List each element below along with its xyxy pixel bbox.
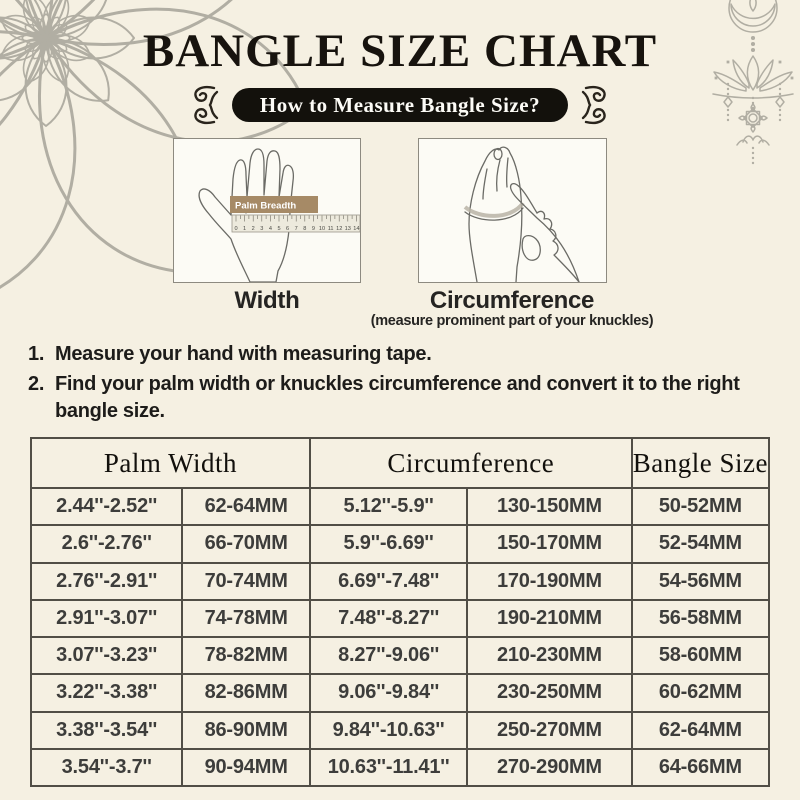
table-row: 2.76''-2.91'' 70-74MM 6.69''-7.48'' 170-190… xyxy=(29,561,771,601)
instruction-text: Find your palm width or knuckles circumf… xyxy=(55,373,740,422)
table-cell: 3.38''-3.54'' xyxy=(29,710,184,750)
table-header-row: Palm Width Circumference Bangle Size xyxy=(30,437,771,489)
table-row: 2.44''-2.52'' 62-64MM 5.12''-5.9'' 130-150M… xyxy=(29,486,771,527)
svg-text:8: 8 xyxy=(303,226,306,232)
table-cell: 190-210MM xyxy=(466,598,633,639)
table-cell: 2.91''-3.07'' xyxy=(29,598,184,639)
table-row: 2.6''-2.76'' 66-70MM 5.9''-6.69'' 150-170MM… xyxy=(29,524,771,564)
svg-text:11: 11 xyxy=(328,226,334,232)
svg-text:10: 10 xyxy=(319,226,325,232)
badge-how-to-measure: How to Measure Bangle Size? xyxy=(231,88,569,122)
header-palm-width: Palm Width xyxy=(30,437,311,489)
table-cell: 270-290MM xyxy=(466,747,633,788)
table-cell: 210-230MM xyxy=(466,635,633,676)
table-cell: 66-70MM xyxy=(181,524,311,564)
table-cell: 6.69''-7.48'' xyxy=(308,561,469,601)
svg-text:0: 0 xyxy=(234,226,237,232)
table-cell: 78-82MM xyxy=(181,635,311,676)
svg-text:4: 4 xyxy=(269,226,272,232)
table-cell: 64-66MM xyxy=(630,747,771,788)
palm-breadth-tag-label: Palm Breadth xyxy=(235,201,296,212)
table-cell: 3.07''-3.23'' xyxy=(29,635,184,676)
table-row: 3.38''-3.54'' 86-90MM 9.84''-10.63'' 250-27… xyxy=(29,710,771,750)
table-row: 2.91''-3.07'' 74-78MM 7.48''-8.27'' 190-210… xyxy=(29,598,771,639)
instruction-step-2: 2. Find your palm width or knuckles circ… xyxy=(28,371,778,425)
svg-text:3: 3 xyxy=(260,226,263,232)
svg-text:5: 5 xyxy=(277,226,280,232)
table-cell: 90-94MM xyxy=(181,747,311,788)
table-cell: 3.22''-3.38'' xyxy=(29,673,184,713)
table-row: 3.07''-3.23'' 78-82MM 8.27''-9.06'' 210-230… xyxy=(29,635,771,676)
circumference-note: (measure prominent part of your knuckles… xyxy=(370,313,654,329)
table-cell: 2.44''-2.52'' xyxy=(29,486,184,527)
size-conversion-table: Palm Width Circumference Bangle Size 2.4… xyxy=(29,437,771,788)
table-cell: 56-58MM xyxy=(630,598,771,639)
table-cell: 60-62MM xyxy=(630,673,771,713)
table-cell: 74-78MM xyxy=(181,598,311,639)
swirl-right-icon xyxy=(581,85,606,125)
table-cell: 82-86MM xyxy=(181,673,311,713)
table-cell: 7.48''-8.27'' xyxy=(308,598,469,639)
svg-text:13: 13 xyxy=(345,226,351,232)
table-cell: 130-150MM xyxy=(466,486,633,527)
table-cell: 5.9''-6.69'' xyxy=(308,524,469,564)
instruction-step-1: 1. Measure your hand with measuring tape… xyxy=(28,341,778,368)
table-cell: 2.6''-2.76'' xyxy=(29,524,184,564)
table-cell: 9.84''-10.63'' xyxy=(308,710,469,750)
instruction-text: Measure your hand with measuring tape. xyxy=(55,343,432,365)
table-cell: 250-270MM xyxy=(466,710,633,750)
table-cell: 8.27''-9.06'' xyxy=(308,635,469,676)
header-bangle-size: Bangle Size xyxy=(630,437,771,489)
hand-with-ruler-drawing: 0 1 2 3 4 5 6 7 8 9 10 11 12 13 14 Palm Breadth xyxy=(198,148,361,283)
svg-text:9: 9 xyxy=(312,226,315,232)
table-row: 3.22''-3.38'' 82-86MM 9.06''-9.84'' 230-250… xyxy=(29,673,771,713)
width-measure-illustration: 0 1 2 3 4 5 6 7 8 9 10 11 12 13 14 Palm Breadth xyxy=(173,138,361,283)
table-cell: 2.76''-2.91'' xyxy=(29,561,184,601)
table-cell: 150-170MM xyxy=(466,524,633,564)
svg-text:1: 1 xyxy=(243,226,246,232)
table-row: 3.54''-3.7'' 90-94MM 10.63''-11.41'' 270-29… xyxy=(29,747,771,788)
svg-text:14: 14 xyxy=(353,226,359,232)
swirl-left-icon xyxy=(194,85,219,125)
table-cell: 58-60MM xyxy=(630,635,771,676)
badge-row: How to Measure Bangle Size? xyxy=(0,85,800,125)
page-title: BANGLE SIZE CHART xyxy=(142,25,658,77)
table-cell: 230-250MM xyxy=(466,673,633,713)
svg-text:12: 12 xyxy=(336,226,342,232)
table-cell: 5.12''-5.9'' xyxy=(308,486,469,527)
instruction-number: 1. xyxy=(28,343,45,365)
table-cell: 70-74MM xyxy=(181,561,311,601)
table-cell: 86-90MM xyxy=(181,710,311,750)
header-circumference: Circumference xyxy=(308,437,633,489)
hands-measuring-drawing xyxy=(463,146,580,283)
table-cell: 50-52MM xyxy=(630,486,771,527)
table-cell: 9.06''-9.84'' xyxy=(308,673,469,713)
svg-text:6: 6 xyxy=(286,226,289,232)
circumference-caption: Circumference xyxy=(429,287,595,314)
ruler-numbers: 0 1 2 3 4 5 6 7 8 9 10 11 12 13 14 xyxy=(234,226,359,232)
width-caption: Width xyxy=(234,287,300,314)
table-cell: 54-56MM xyxy=(630,561,771,601)
table-cell: 10.63''-11.41'' xyxy=(308,747,469,788)
palm-breadth-tag xyxy=(230,196,318,213)
circumference-measure-illustration xyxy=(418,138,607,283)
table-cell: 62-64MM xyxy=(630,710,771,750)
instructions: 1. Measure your hand with measuring tape… xyxy=(28,341,778,428)
svg-text:7: 7 xyxy=(295,226,298,232)
table-cell: 52-54MM xyxy=(630,524,771,564)
instruction-number: 2. xyxy=(28,373,45,395)
size-table-body: 2.44''-2.52'' 62-64MM 5.12''-5.9'' 130-150M… xyxy=(29,486,771,788)
table-cell: 3.54''-3.7'' xyxy=(29,747,184,788)
svg-text:2: 2 xyxy=(252,226,255,232)
table-cell: 62-64MM xyxy=(181,486,311,527)
table-cell: 170-190MM xyxy=(466,561,633,601)
